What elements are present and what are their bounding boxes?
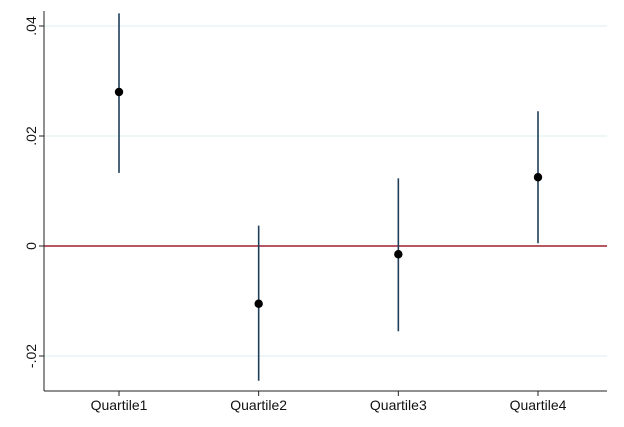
- point-estimates: [114, 87, 543, 308]
- point-estimate-quartile3: [394, 250, 403, 259]
- x-tick-label: Quartile2: [230, 397, 287, 413]
- confidence-intervals: [118, 13, 539, 381]
- x-tick-label: Quartile3: [370, 397, 427, 413]
- axes: [39, 11, 607, 396]
- tick-labels: .04 .02 0 -.02 Quartile1 Quartile2 Quartile3 Qu…: [23, 16, 567, 413]
- y-tick-label: .02: [23, 126, 39, 146]
- x-tick-label: Quartile1: [91, 397, 148, 413]
- point-estimate-quartile1: [114, 87, 124, 97]
- y-tick-label: .04: [23, 16, 39, 36]
- y-tick-label: 0: [23, 242, 39, 250]
- gridlines: [44, 25, 607, 357]
- y-tick-label: -.02: [23, 344, 39, 368]
- x-tick-label: Quartile4: [510, 397, 567, 413]
- point-estimate-quartile2: [254, 299, 263, 308]
- point-estimate-quartile4: [533, 173, 543, 182]
